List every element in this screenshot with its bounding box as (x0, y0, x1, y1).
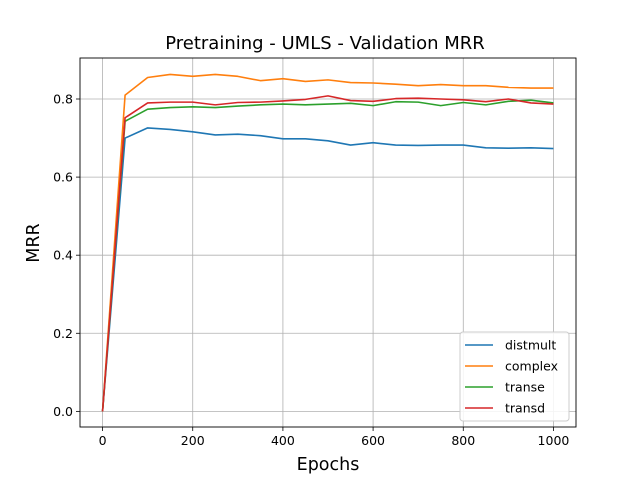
x-tick-label: 600 (361, 433, 385, 448)
legend-label-transe: transe (505, 380, 545, 395)
legend-label-distmult: distmult (505, 338, 556, 353)
series-line-transe (101, 99, 554, 412)
x-axis-label: Epochs (297, 455, 360, 475)
legend-label-transd: transd (505, 401, 545, 416)
axis-ticks: 0 200 400 600 800 1000 0.0 0.2 0.4 0.6 0.8 (53, 92, 569, 449)
x-tick-label: 0 (99, 433, 107, 448)
chart-title: Pretraining - UMLS - Validation MRR (165, 33, 485, 54)
y-tick-label: 0.4 (53, 248, 73, 263)
series-line-complex (101, 73, 554, 412)
y-tick-label: 0.0 (53, 404, 73, 419)
legend-label-complex: complex (505, 359, 558, 374)
y-axis-label: MRR (24, 223, 44, 262)
series-line-distmult (101, 127, 554, 412)
plot-frame (79, 57, 577, 428)
grid (80, 58, 576, 427)
x-tick-label: 800 (451, 433, 475, 448)
series-lines (101, 73, 554, 412)
series-line-transd (101, 95, 554, 412)
x-tick-label: 200 (181, 433, 205, 448)
y-tick-label: 0.8 (53, 92, 73, 107)
x-tick-label: 400 (271, 433, 295, 448)
legend: distmult complex transe transd (459, 331, 570, 422)
y-tick-label: 0.2 (53, 326, 73, 341)
y-tick-label: 0.6 (53, 170, 73, 185)
legend-frame (459, 331, 570, 422)
x-tick-label: 1000 (538, 433, 570, 448)
